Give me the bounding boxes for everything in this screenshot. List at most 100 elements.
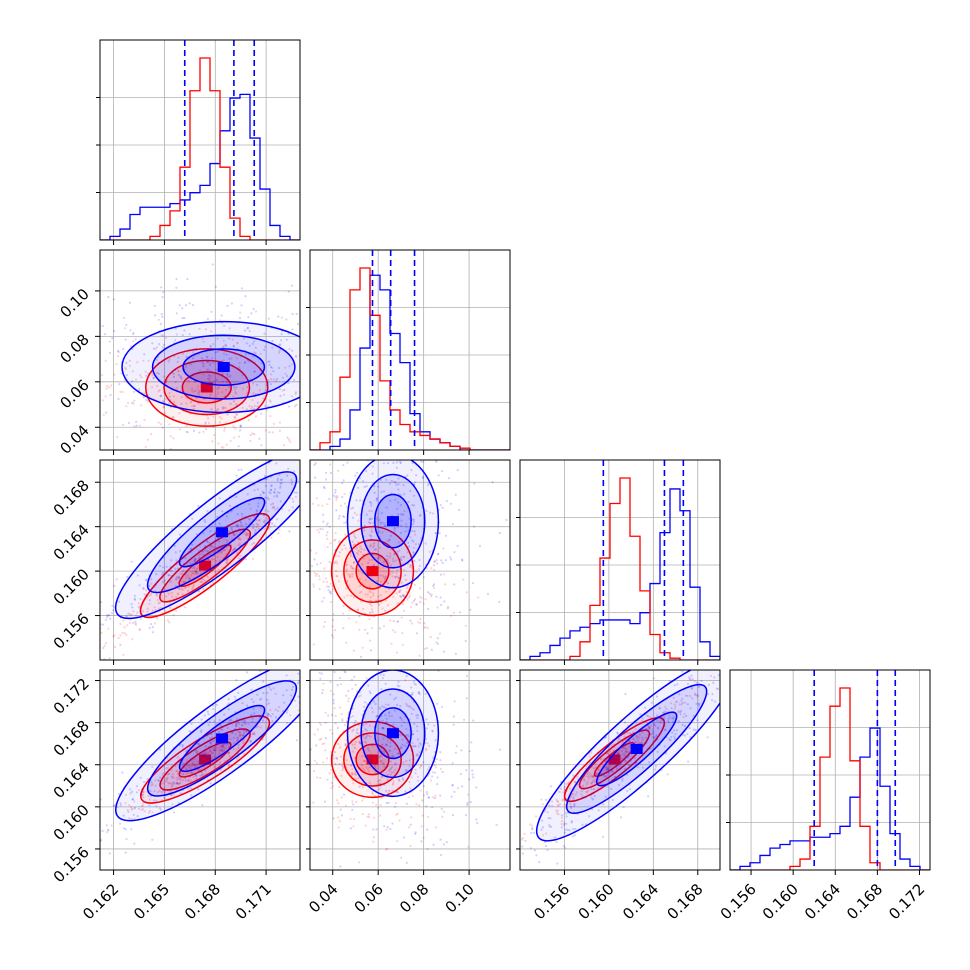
scatter-point: [337, 335, 339, 337]
scatter-point: [168, 772, 171, 776]
scatter-point: [168, 401, 171, 405]
scatter-point: [204, 427, 208, 431]
scatter-point: [256, 693, 259, 696]
scatter-point: [341, 665, 343, 667]
scatter-point: [176, 779, 179, 782]
scatter-point: [300, 564, 302, 566]
scatter-point: [279, 482, 282, 485]
scatter-point: [329, 728, 332, 732]
scatter-point: [248, 503, 251, 506]
scatter-point: [260, 412, 263, 415]
scatter-point: [275, 462, 278, 465]
scatter-point: [344, 742, 347, 745]
scatter-point: [143, 780, 146, 784]
scatter-point: [503, 855, 505, 857]
scatter-point: [235, 717, 239, 721]
scatter-point: [398, 779, 401, 782]
y-tick-label: 0.168: [50, 476, 93, 519]
scatter-point: [621, 777, 624, 780]
scatter-point: [363, 548, 366, 551]
scatter-point: [174, 578, 177, 581]
scatter-point: [322, 485, 326, 488]
scatter-point: [249, 434, 252, 437]
scatter-point: [110, 824, 113, 827]
scatter-point: [276, 491, 280, 494]
scatter-point: [248, 344, 251, 347]
scatter-point: [428, 766, 431, 769]
scatter-point: [649, 733, 652, 736]
scatter-point: [394, 481, 397, 484]
scatter-point: [124, 368, 128, 371]
scatter-point: [218, 522, 221, 525]
scatter-point: [335, 498, 338, 502]
scatter-point: [311, 565, 314, 568]
scatter-point: [175, 777, 178, 780]
scatter-point: [398, 819, 401, 822]
scatter-point: [262, 492, 265, 495]
scatter-point: [385, 558, 388, 561]
scatter-point: [207, 558, 210, 561]
scatter-point: [188, 550, 191, 553]
scatter-point: [181, 334, 184, 337]
scatter-point: [278, 349, 281, 353]
scatter-point: [191, 772, 194, 775]
scatter-point: [494, 864, 496, 866]
scatter-point: [655, 695, 659, 698]
scatter-point: [349, 565, 353, 568]
scatter-point: [107, 386, 111, 389]
scatter-point: [345, 743, 348, 747]
scatter-point: [521, 836, 525, 840]
scatter-point: [378, 518, 381, 521]
scatter-point: [213, 720, 216, 723]
scatter-point: [397, 752, 400, 756]
scatter-point: [163, 343, 166, 346]
scatter-point: [408, 765, 411, 768]
scatter-point: [371, 565, 375, 568]
scatter-point: [623, 735, 626, 738]
scatter-point: [150, 433, 153, 436]
scatter-point: [165, 565, 168, 569]
scatter-point: [224, 343, 227, 346]
scatter-point: [202, 430, 205, 433]
scatter-point: [555, 809, 558, 812]
scatter-point: [326, 664, 328, 666]
scatter-point: [218, 540, 221, 543]
scatter-point: [397, 541, 401, 544]
scatter-point: [256, 523, 259, 526]
scatter-point: [218, 752, 221, 755]
scatter-point: [321, 450, 323, 452]
scatter-point: [673, 737, 677, 740]
scatter-point: [440, 603, 443, 607]
scatter-point: [171, 595, 174, 598]
scatter-point: [169, 399, 172, 402]
scatter-point: [48, 670, 50, 672]
scatter-point: [212, 546, 216, 549]
scatter-point: [160, 791, 163, 794]
scatter-point: [226, 372, 229, 375]
scatter-point: [190, 771, 193, 774]
scatter-point: [353, 561, 356, 564]
scatter-point: [370, 608, 374, 611]
scatter-point: [616, 766, 619, 769]
scatter-point: [148, 809, 152, 813]
scatter-point: [133, 390, 136, 393]
scatter-point: [634, 728, 637, 731]
panel-frame: [309, 669, 511, 871]
panel-plot-area: [48, 450, 323, 672]
scatter-point: [358, 591, 361, 594]
scatter-point: [402, 721, 405, 724]
scatter-point: [385, 717, 388, 720]
scatter-point: [378, 567, 381, 570]
scatter-point: [237, 435, 241, 438]
scatter-point: [304, 652, 306, 654]
scatter-point: [546, 811, 549, 814]
scatter-point: [177, 356, 180, 359]
scatter-point: [371, 465, 374, 468]
scatter-point: [350, 594, 353, 597]
scatter-point: [400, 656, 402, 658]
scatter-point: [458, 611, 462, 614]
scatter-point: [188, 302, 191, 305]
scatter-point: [513, 872, 515, 874]
panel-0-0: [96, 39, 301, 245]
scatter-point: [352, 415, 354, 417]
